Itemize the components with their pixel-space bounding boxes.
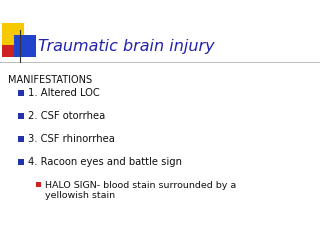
Bar <box>14 35 36 57</box>
Text: 3. CSF rhinorrhea: 3. CSF rhinorrhea <box>28 134 115 144</box>
Text: Traumatic brain injury: Traumatic brain injury <box>38 38 215 54</box>
Bar <box>18 136 24 142</box>
Text: HALO SIGN- blood stain surrounded by a
yellowish stain: HALO SIGN- blood stain surrounded by a y… <box>45 181 236 200</box>
Bar <box>18 159 24 165</box>
Text: MANIFESTATIONS: MANIFESTATIONS <box>8 75 92 85</box>
Bar <box>18 113 24 119</box>
Text: 1. Altered LOC: 1. Altered LOC <box>28 88 100 98</box>
Bar <box>2 45 14 57</box>
Text: 4. Racoon eyes and battle sign: 4. Racoon eyes and battle sign <box>28 157 182 167</box>
Bar <box>18 90 24 96</box>
Bar <box>36 181 41 186</box>
Bar <box>2 23 24 45</box>
Text: 2. CSF otorrhea: 2. CSF otorrhea <box>28 111 105 121</box>
